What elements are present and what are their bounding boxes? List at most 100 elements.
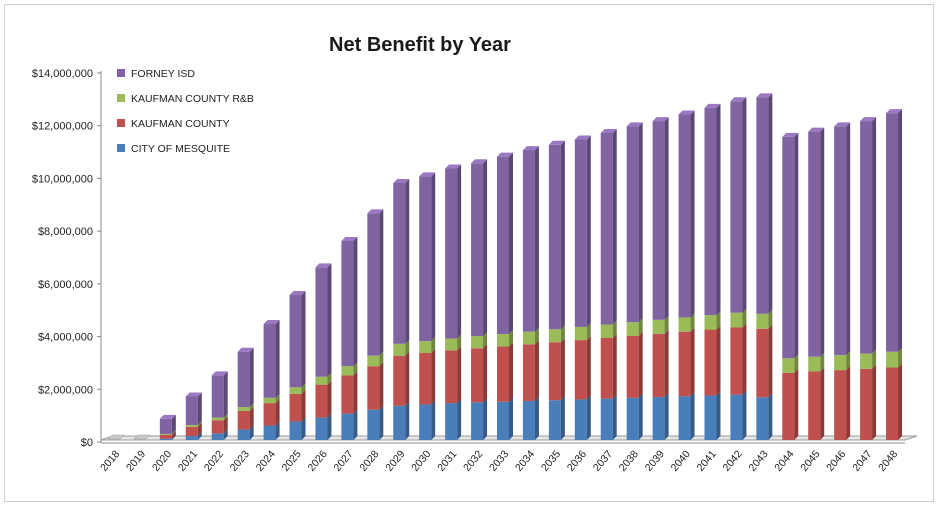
y-tick-label: $8,000,000: [38, 226, 93, 238]
bar-segment: [782, 372, 795, 440]
bar-segment-side: [509, 342, 513, 402]
x-tick-label: 2031: [435, 448, 459, 474]
bar-segment: [626, 322, 639, 336]
bar-segment-side: [638, 393, 643, 440]
bar-segment: [289, 387, 302, 394]
bar-empty-2018: [107, 434, 125, 440]
x-tick-label: 2036: [565, 448, 589, 474]
bar-segment: [237, 429, 250, 440]
bar-segment-side: [742, 323, 747, 395]
bar-segment-side: [171, 429, 176, 435]
bar-segment-side: [379, 405, 384, 440]
bar-segment-side: [560, 338, 565, 401]
bar-segment: [445, 350, 458, 404]
bar-segment: [886, 351, 899, 368]
legend-swatch: [117, 69, 125, 77]
bar-segment-side: [405, 339, 410, 356]
x-tick-label: 2045: [798, 448, 822, 474]
bar-segment: [522, 400, 535, 440]
x-tick-label: 2040: [669, 448, 693, 474]
bar-segment: [522, 150, 535, 332]
bar-segment: [315, 384, 328, 418]
bar-segment-side: [742, 308, 747, 328]
bar-segment-side: [586, 135, 591, 327]
bar-segment: [704, 329, 717, 396]
bar-top-cap: [237, 347, 254, 352]
bar-segment: [263, 324, 276, 398]
bar-segment-side: [327, 413, 332, 440]
bar-segment-side: [301, 383, 306, 394]
x-tick-label: 2041: [695, 448, 719, 474]
bar-top-cap: [497, 152, 513, 157]
bar-segment-side: [872, 364, 877, 440]
bar-segment-side: [171, 430, 176, 439]
bar-segment: [756, 97, 769, 314]
bar-top-cap: [808, 127, 825, 132]
y-tick-label: $0: [81, 437, 93, 449]
bar-top-cap: [834, 122, 851, 127]
bar-segment-side: [560, 396, 565, 440]
bar-segment-side: [457, 164, 462, 339]
bar-segment: [289, 393, 302, 422]
bar-segment-side: [664, 393, 669, 440]
bar-segment-side: [327, 263, 332, 377]
bar-segment-side: [820, 367, 825, 440]
bar-segment-side: [457, 346, 462, 404]
bar-segment-side: [768, 324, 773, 398]
bar-segment-side: [275, 393, 280, 404]
x-tick-label: 2023: [228, 448, 252, 474]
bar-segment: [574, 340, 587, 400]
x-tick-label: 2033: [487, 448, 511, 474]
bar-segment: [704, 107, 717, 316]
bar-segment-side: [820, 127, 825, 357]
bar-segment: [341, 366, 354, 376]
bar-segment-side: [197, 420, 202, 427]
bar-top-cap: [211, 371, 228, 376]
bar-segment: [497, 334, 509, 347]
bar-segment: [626, 335, 639, 398]
bar-segment: [315, 417, 328, 440]
bar-segment: [497, 156, 509, 335]
bar-segment-side: [638, 122, 643, 323]
bar-segment-side: [612, 333, 617, 399]
x-tick-label: 2029: [383, 448, 407, 474]
bar-segment: [471, 402, 484, 440]
bar-top-cap: [419, 172, 436, 177]
bar-segment-side: [171, 414, 176, 434]
bar-segment-side: [664, 329, 669, 398]
bar-segment: [263, 397, 276, 404]
chart-frame: Net Benefit by Year $0 $2,000,000 $4,000,0…: [4, 4, 934, 502]
bar-segment-side: [716, 391, 721, 440]
bar-segment: [367, 366, 380, 410]
bar-segment-side: [638, 318, 643, 336]
bar-segment-side: [431, 337, 436, 354]
bar-segment: [185, 396, 198, 425]
bar-segment-side: [846, 122, 851, 356]
bar-segment: [341, 375, 354, 414]
bar-segment: [574, 326, 587, 341]
bar-segment-side: [275, 320, 280, 398]
bar-segment-side: [846, 351, 851, 371]
bar-segment: [159, 434, 172, 439]
bar-segment-side: [249, 403, 254, 412]
bar-segment: [808, 131, 821, 357]
bar-segment-side: [846, 366, 851, 440]
bar-segment: [367, 409, 380, 440]
bar-segment: [471, 163, 484, 337]
y-axis: $0 $2,000,000 $4,000,000 $6,000,000 $8,000,0…: [32, 68, 102, 449]
bar-segment: [704, 315, 717, 330]
bar-segment-side: [716, 103, 721, 316]
bar-segment: [626, 126, 639, 323]
bar-top-cap: [393, 179, 410, 184]
bar-segment-side: [197, 392, 202, 425]
bar-segment-side: [405, 401, 410, 440]
legend-label: FORNEY ISD: [131, 68, 195, 80]
bar-segment-side: [301, 291, 306, 388]
net-benefit-chart: Net Benefit by Year $0 $2,000,000 $4,000,0…: [32, 34, 918, 474]
bar-segment-side: [560, 325, 565, 343]
bar-segment: [704, 395, 717, 440]
bar-segment-side: [534, 340, 539, 401]
bar-segment-side: [249, 407, 254, 430]
bar-segment-side: [171, 434, 176, 440]
bar-segment-side: [664, 117, 669, 320]
